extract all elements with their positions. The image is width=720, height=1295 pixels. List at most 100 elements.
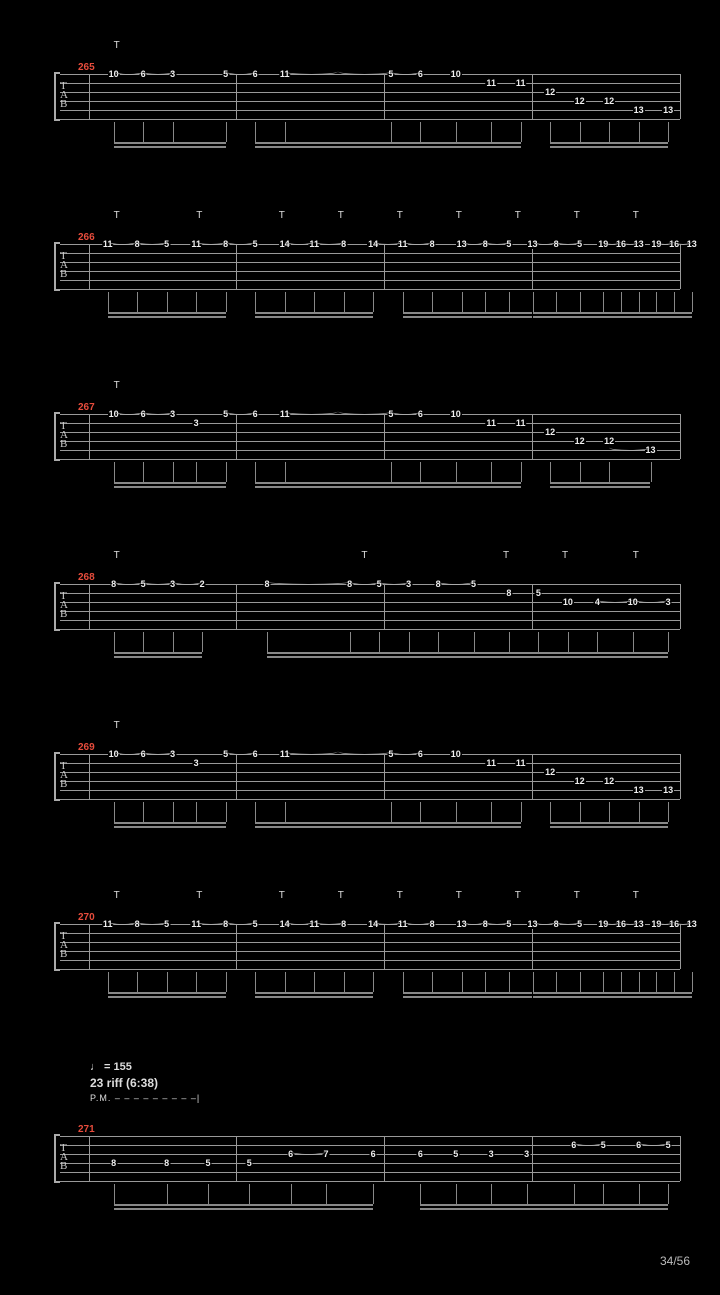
stems-layer [90, 1184, 680, 1212]
tie-arc [403, 238, 433, 245]
notes-layer: 10635611561011111212121313 [90, 74, 680, 119]
tie-arc [226, 748, 256, 755]
tab-clef: TAB [60, 762, 82, 789]
page-number: 34/56 [660, 1254, 690, 1268]
tie-arc [143, 578, 173, 585]
tie-arc [674, 918, 692, 925]
tie-arc [556, 918, 580, 925]
tie-arc [391, 408, 421, 415]
tapping-mark: T [397, 890, 403, 901]
tie-arc [391, 748, 421, 755]
tapping-mark: T [574, 890, 580, 901]
tempo-marking: ♩ = 155 [90, 1060, 200, 1075]
tie-arc [633, 596, 668, 603]
measure-266: TTTTTTTTT266TAB1185118514118141181385138… [30, 210, 690, 330]
tapping-mark: T [456, 210, 462, 221]
measure-number: 268 [78, 572, 95, 583]
tie-arc [108, 918, 138, 925]
tapping-mark: T [338, 210, 344, 221]
tie-arc [350, 578, 380, 585]
tie-arc [143, 748, 173, 755]
tie-arc [338, 68, 391, 75]
measure-265: T265TAB10635611561011111212121313 [30, 40, 690, 160]
fret-number: 5 [452, 1149, 459, 1159]
measure-number: 267 [78, 402, 95, 413]
tapping-mark: T [633, 210, 639, 221]
fret-number: 3 [488, 1149, 495, 1159]
fret-number: 12 [603, 776, 615, 786]
tapping-mark: T [515, 890, 521, 901]
fret-number: 13 [633, 785, 645, 795]
tapping-mark: T [114, 380, 120, 391]
fret-number: 10 [450, 69, 462, 79]
measure-number: 266 [78, 232, 95, 243]
tie-arc [438, 578, 473, 585]
fret-number: 3 [523, 1149, 530, 1159]
tapping-mark: T [633, 890, 639, 901]
tab-clef: TAB [60, 932, 82, 959]
tapping-mark: T [114, 890, 120, 901]
notes-layer: 11851185141181411813851385191613191613 [90, 924, 680, 969]
tie-arc [533, 238, 557, 245]
measure-269: T269TAB106335611561011111212121313 [30, 720, 690, 840]
fret-number: 13 [662, 785, 674, 795]
tie-arc [674, 238, 692, 245]
tapping-mark: T [503, 550, 509, 561]
tapping-mark: T [114, 40, 120, 51]
tie-arc [639, 1139, 669, 1146]
tie-arc [226, 918, 256, 925]
tie-arc [114, 578, 144, 585]
tapping-mark: T [397, 210, 403, 221]
tie-arc [285, 408, 338, 415]
tapping-mark: T [196, 890, 202, 901]
tapping-mark: T [361, 550, 367, 561]
fret-number: 12 [544, 427, 556, 437]
tie-arc [143, 408, 173, 415]
tie-arc [373, 238, 403, 245]
measure-271: ♩ = 15523 riff (6:38)P.M. – – – – – – – … [30, 1060, 690, 1215]
tie-arc [574, 1139, 604, 1146]
fret-number: 11 [515, 78, 527, 88]
fret-number: 11 [485, 418, 497, 428]
fret-number: 10 [562, 597, 574, 607]
tie-arc [462, 238, 486, 245]
tab-clef: TAB [60, 82, 82, 109]
fret-number: 11 [485, 78, 497, 88]
tapping-mark: T [196, 210, 202, 221]
tie-arc [485, 918, 509, 925]
stems-layer [90, 802, 680, 830]
stems-layer [90, 632, 680, 660]
tie-arc [603, 238, 621, 245]
notes-layer: 106335611561011111212121313 [90, 754, 680, 799]
tempo-block: ♩ = 15523 riff (6:38)P.M. – – – – – – – … [90, 1060, 200, 1105]
fret-number: 11 [515, 418, 527, 428]
tie-arc [621, 238, 639, 245]
fret-number: 6 [370, 1149, 377, 1159]
tie-arc [373, 918, 403, 925]
tie-arc [143, 68, 173, 75]
tie-arc [556, 238, 580, 245]
tapping-mark: T [515, 210, 521, 221]
tie-arc [379, 578, 409, 585]
tie-arc [114, 408, 144, 415]
tie-arc [314, 918, 344, 925]
tie-arc [597, 596, 632, 603]
fret-number: 11 [515, 758, 527, 768]
tie-arc [285, 68, 338, 75]
tie-arc [137, 238, 167, 245]
tie-arc [403, 918, 433, 925]
tie-arc [226, 408, 256, 415]
stems-layer [90, 462, 680, 490]
tab-clef: TAB [60, 252, 82, 279]
tie-arc [656, 918, 674, 925]
tie-arc [226, 238, 256, 245]
tapping-mark: T [633, 550, 639, 561]
tie-arc [114, 68, 144, 75]
tie-arc [137, 918, 167, 925]
fret-number: 5 [204, 1158, 211, 1168]
tapping-mark: T [114, 550, 120, 561]
tie-arc [285, 748, 338, 755]
tie-arc [462, 918, 486, 925]
tapping-mark: T [338, 890, 344, 901]
fret-number: 13 [662, 105, 674, 115]
